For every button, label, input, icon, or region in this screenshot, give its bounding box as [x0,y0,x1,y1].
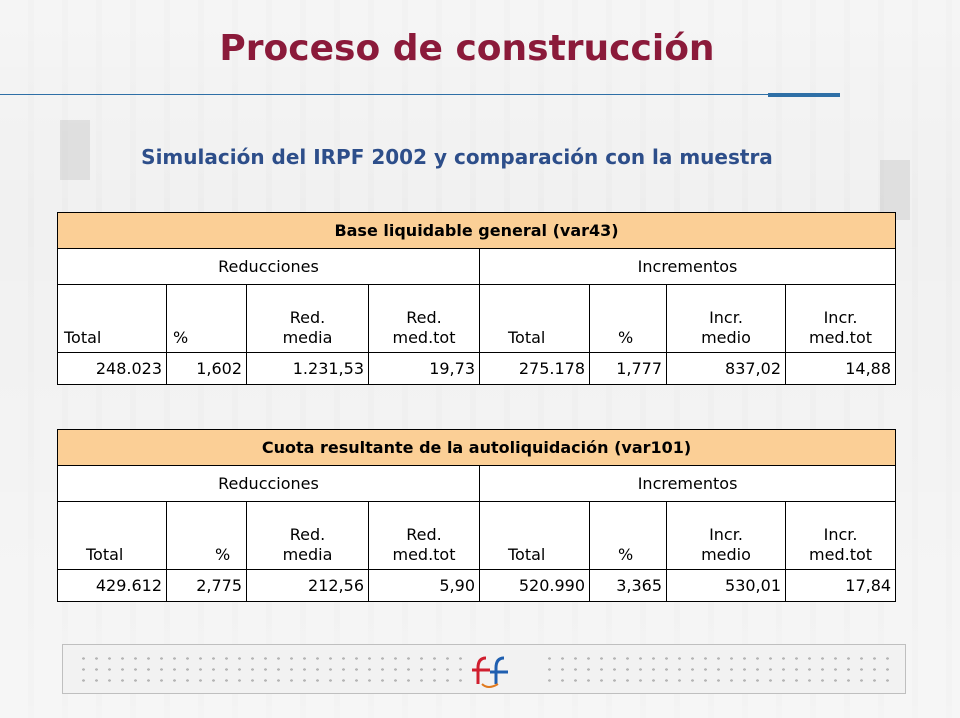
column-header: Total [57,284,167,353]
background-window [880,160,910,220]
table-cell: 1,777 [589,352,667,385]
background-window [60,120,90,180]
column-header: Red. media [246,501,369,570]
column-header: Red. med.tot [368,501,480,570]
column-header: Total [57,501,167,570]
title-accent [768,93,840,97]
table-base-liquidable: Base liquidable general (var43) Reduccio… [56,212,897,385]
table-cell: 248.023 [57,352,167,385]
logo-icon [468,650,524,692]
table-cell: 5,90 [368,569,480,602]
table-cell: 275.178 [479,352,590,385]
column-header: Total [479,501,590,570]
column-header: % [589,501,667,570]
table-cell: 14,88 [784,352,897,385]
page-subtitle: Simulación del IRPF 2002 y comparación c… [141,145,773,169]
table-cell: 2,775 [166,569,247,602]
column-header: Incr. medio [666,501,786,570]
title-rule [0,94,770,95]
footer-window-pattern [77,653,467,685]
table-cell: 429.612 [57,569,167,602]
footer-window-pattern [543,653,893,685]
column-header: Red. media [246,284,369,353]
page-title: Proceso de construcción [219,28,715,69]
table-cell: 520.990 [479,569,590,602]
table-cell: 212,56 [246,569,369,602]
table-cell: 1,602 [166,352,247,385]
column-header: Incr. medio [666,284,786,353]
table-cell: 530,01 [666,569,786,602]
table-heading: Cuota resultante de la autoliquidación (… [56,429,897,466]
table-cell: 17,84 [784,569,897,602]
column-header: % [589,284,667,353]
table-cell: 837,02 [666,352,786,385]
column-header: Total [479,284,590,353]
table-cell: 1.231,53 [246,352,369,385]
group-reducciones: Reducciones [57,465,480,502]
column-header: Incr. med.tot [784,501,897,570]
table-heading: Base liquidable general (var43) [56,212,897,249]
column-header: Red. med.tot [368,284,480,353]
column-header: % [166,501,247,570]
column-header: Incr. med.tot [784,284,897,353]
table-cell: 19,73 [368,352,480,385]
table-cuota-resultante: Cuota resultante de la autoliquidación (… [56,429,897,602]
table-cell: 3,365 [589,569,667,602]
group-incrementos: Incrementos [478,465,897,502]
group-reducciones: Reducciones [57,248,480,285]
column-header: % [166,284,247,353]
group-incrementos: Incrementos [478,248,897,285]
